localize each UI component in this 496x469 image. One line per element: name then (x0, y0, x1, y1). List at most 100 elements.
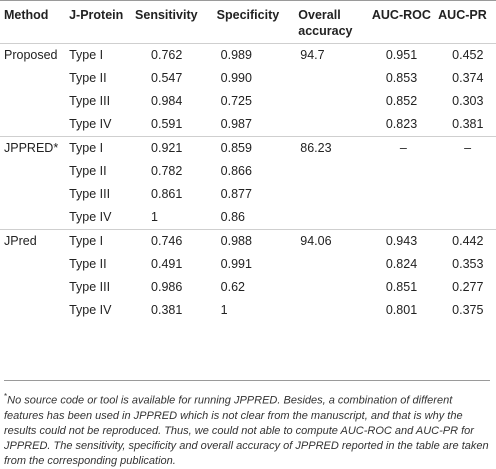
sensitivity-cell: 0.921 (135, 136, 217, 160)
type-cell: Type IV (69, 303, 112, 317)
table-row: Type III 0.861 0.877 (0, 183, 496, 206)
accuracy-cell (298, 183, 372, 206)
auc-pr-cell: 0.442 (438, 229, 496, 253)
accuracy-cell (298, 90, 372, 113)
sensitivity-cell: 0.746 (135, 229, 217, 253)
type-cell: Type II (69, 71, 107, 85)
auc-roc-cell (372, 206, 438, 230)
specificity-cell: 0.866 (220, 164, 252, 178)
auc-pr-cell (438, 206, 496, 230)
method-cell: JPred (0, 229, 70, 253)
accuracy-cell (298, 276, 372, 299)
auc-roc-cell (372, 160, 438, 183)
method-cell (0, 90, 69, 113)
footnote-text: No source code or tool is available for … (4, 394, 489, 467)
table-row: Type II 0.782 0.866 (0, 160, 496, 183)
sensitivity-cell: 0.782 (151, 164, 183, 178)
accuracy-cell: 94.06 (298, 229, 372, 253)
specificity-cell: 0.990 (220, 71, 252, 85)
type-cell: Type III (69, 187, 111, 201)
header-specificity: Specificity (216, 8, 280, 22)
auc-roc-cell: 0.853 (385, 71, 418, 85)
table-footnote: *No source code or tool is available for… (4, 380, 490, 469)
method-cell (0, 67, 69, 90)
header-j-protein: J-Protein (69, 8, 124, 22)
accuracy-cell (298, 206, 372, 230)
auc-roc-cell: 0.824 (385, 257, 418, 271)
accuracy-cell (298, 113, 372, 137)
auc-roc-cell: 0.943 (371, 229, 439, 253)
method-cell: Proposed (0, 43, 70, 67)
header-overall-accuracy: Overall accuracy (298, 8, 353, 38)
specificity-cell: 0.988 (216, 229, 299, 253)
auc-pr-cell: 0.374 (452, 71, 484, 85)
table-row: Type IV 1 0.86 (0, 206, 496, 230)
sensitivity-cell: 1 (151, 210, 158, 224)
type-cell: Type IV (69, 117, 112, 131)
auc-roc-cell: 0.852 (385, 94, 418, 108)
sensitivity-cell: 0.591 (151, 117, 183, 131)
auc-pr-cell: 0.375 (452, 303, 484, 317)
footnote-marker: * (4, 392, 8, 401)
accuracy-cell (298, 67, 372, 90)
auc-roc-cell: 0.801 (385, 303, 418, 317)
specificity-cell: 0.989 (216, 43, 299, 67)
type-cell: Type IV (69, 210, 112, 224)
table-row: JPred Type I 0.746 0.988 94.06 0.943 0.4… (0, 229, 496, 253)
method-cell (0, 299, 69, 322)
specificity-cell: 0.987 (220, 117, 252, 131)
auc-roc-cell: 0.823 (385, 117, 418, 131)
table-row: Type III 0.986 0.62 0.851 0.277 (0, 276, 496, 299)
specificity-cell: 0.725 (220, 94, 252, 108)
auc-pr-cell: 0.303 (452, 94, 484, 108)
auc-roc-cell: 0.951 (371, 43, 439, 67)
table-row: Type III 0.984 0.725 0.852 0.303 (0, 90, 496, 113)
specificity-cell: 0.62 (220, 280, 245, 294)
type-cell: Type I (69, 136, 136, 160)
accuracy-cell (298, 253, 372, 276)
table-row: Type II 0.547 0.990 0.853 0.374 (0, 67, 496, 90)
sensitivity-cell: 0.491 (151, 257, 183, 271)
table-row: Type II 0.491 0.991 0.824 0.353 (0, 253, 496, 276)
method-cell (0, 206, 69, 230)
specificity-cell: 0.859 (216, 136, 299, 160)
auc-pr-cell (438, 160, 496, 183)
table-row: Proposed Type I 0.762 0.989 94.7 0.951 0… (0, 43, 496, 67)
sensitivity-cell: 0.547 (151, 71, 183, 85)
method-cell (0, 113, 69, 137)
header-sensitivity: Sensitivity (135, 8, 198, 22)
type-cell: Type III (69, 94, 111, 108)
auc-pr-cell: 0.452 (438, 43, 496, 67)
method-cell (0, 276, 69, 299)
method-cell (0, 183, 69, 206)
method-cell (0, 253, 69, 276)
sensitivity-cell: 0.984 (151, 94, 183, 108)
header-auc-roc: AUC-ROC (371, 8, 431, 22)
type-cell: Type III (69, 280, 111, 294)
auc-roc-cell: – (371, 136, 439, 160)
type-cell: Type I (69, 43, 136, 67)
type-cell: Type II (69, 257, 107, 271)
method-cell: JPPRED* (0, 136, 70, 160)
sensitivity-cell: 0.762 (135, 43, 217, 67)
accuracy-cell: 86.23 (298, 136, 372, 160)
auc-roc-cell: 0.851 (385, 280, 418, 294)
specificity-cell: 0.877 (220, 187, 252, 201)
sensitivity-cell: 0.861 (151, 187, 183, 201)
auc-pr-cell (438, 183, 496, 206)
method-cell (0, 160, 69, 183)
auc-pr-cell: – (438, 136, 496, 160)
auc-pr-cell: 0.277 (452, 280, 484, 294)
auc-pr-cell: 0.353 (452, 257, 484, 271)
results-table: Method J-Protein Sensitivity Specificity… (0, 0, 496, 322)
specificity-cell: 0.991 (220, 257, 252, 271)
sensitivity-cell: 0.986 (151, 280, 183, 294)
table-row: JPPRED* Type I 0.921 0.859 86.23 – – (0, 136, 496, 160)
auc-roc-cell (372, 183, 438, 206)
specificity-cell: 0.86 (220, 210, 245, 224)
table-row: Type IV 0.381 1 0.801 0.375 (0, 299, 496, 322)
header-auc-pr: AUC-PR (438, 8, 487, 22)
type-cell: Type II (69, 164, 107, 178)
auc-pr-cell: 0.381 (452, 117, 484, 131)
